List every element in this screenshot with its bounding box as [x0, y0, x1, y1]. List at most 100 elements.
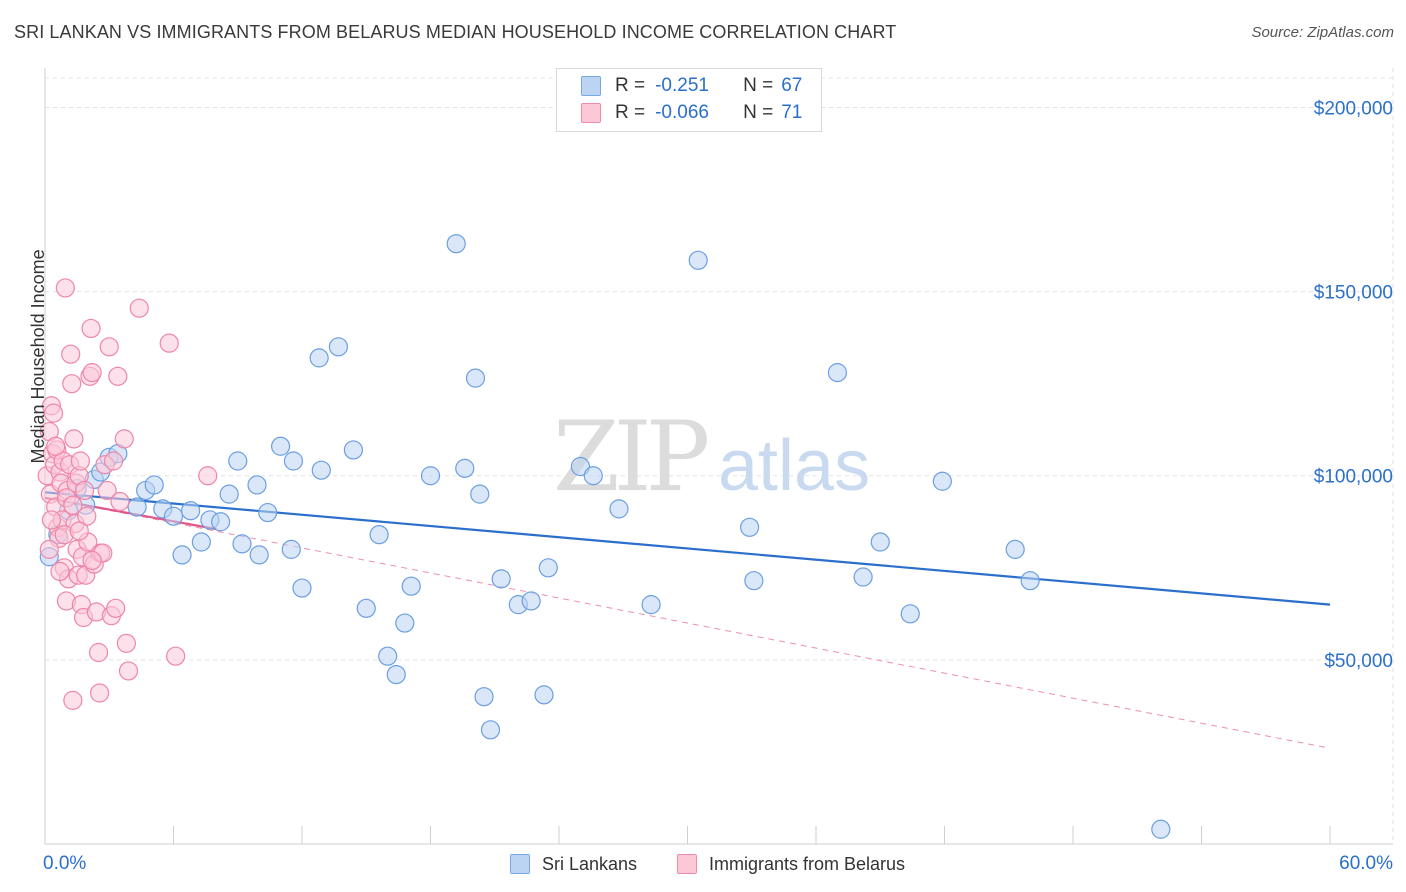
- belarus-point: [62, 374, 82, 394]
- belarus-point: [70, 451, 90, 471]
- chart-title: SRI LANKAN VS IMMIGRANTS FROM BELARUS ME…: [14, 22, 897, 42]
- tick-labels: $50,000 $100,000 $150,000 $200,000 0.0% 60.0%: [43, 98, 1393, 874]
- bottom-legend-belarus[interactable]: Immigrants from Belarus: [677, 852, 905, 876]
- y-tick-label: $150,000: [1314, 283, 1393, 304]
- sri-lankans-point: [211, 512, 231, 532]
- sri-lankans-point: [827, 363, 848, 383]
- n-label: N =: [743, 75, 774, 96]
- belarus-point: [129, 298, 149, 318]
- sri-lankans-point: [163, 506, 184, 526]
- sri-lankans-point: [258, 502, 278, 523]
- sri-lankans-point: [900, 604, 920, 624]
- sri-lankans-point: [172, 545, 192, 565]
- watermark-atlas: atlas: [718, 426, 870, 506]
- r-label: R =: [615, 75, 646, 96]
- belarus-points: [37, 278, 218, 710]
- belarus-point: [103, 451, 124, 471]
- sri-lankans-legend-swatch: [510, 854, 530, 874]
- sri-lankans-point: [609, 499, 629, 519]
- sri-lankans-point: [343, 440, 363, 460]
- belarus-point: [166, 646, 186, 666]
- belarus-trend-extension: [44, 497, 1331, 749]
- sri-lankans-point: [292, 578, 312, 598]
- sri-lankans-point: [309, 348, 329, 368]
- sri-lankans-point: [232, 534, 252, 554]
- n-label: N =: [743, 102, 774, 123]
- sri-lankans-point: [144, 475, 164, 495]
- belarus-point: [88, 642, 109, 663]
- sri-lankans-point: [534, 685, 554, 705]
- belarus-point: [90, 683, 110, 703]
- belarus-point: [110, 491, 130, 512]
- sri-lankans-point: [181, 501, 201, 521]
- sri-lankans-point: [446, 234, 466, 254]
- sri-lankans-points: [39, 234, 1171, 839]
- belarus-swatch: [581, 103, 601, 123]
- sri-lankans-point: [219, 484, 239, 504]
- belarus-point: [61, 344, 81, 364]
- sri-lankans-point: [470, 484, 490, 504]
- belarus-legend-swatch: [677, 854, 697, 874]
- sri-lankans-point: [853, 567, 873, 587]
- belarus-point: [63, 690, 83, 710]
- belarus-point: [75, 480, 95, 501]
- sri-lankans-point: [1151, 819, 1171, 839]
- sri-lankans-point: [538, 558, 558, 578]
- belarus-point: [118, 661, 139, 681]
- belarus-point: [99, 337, 119, 357]
- sri-lankans-point: [386, 664, 406, 685]
- r-label: R =: [615, 102, 646, 123]
- belarus-point: [69, 521, 89, 541]
- sri-lankans-point: [688, 250, 708, 270]
- sri-lankans-point: [474, 687, 494, 707]
- sri-lankans-point: [283, 451, 304, 471]
- axes: [44, 68, 1393, 845]
- sri-lankans-point: [480, 720, 501, 740]
- y-tick-label: $50,000: [1324, 651, 1393, 672]
- sri-lankans-point: [465, 368, 486, 388]
- belarus-legend-label: Immigrants from Belarus: [709, 853, 906, 874]
- sri-lankans-point: [228, 451, 248, 471]
- sri-lankans-point: [420, 466, 441, 486]
- x-tick-label-min: 0.0%: [43, 853, 86, 874]
- sri-lankans-point: [583, 466, 603, 486]
- bottom-legend-sri-lankans[interactable]: Sri Lankans: [510, 852, 637, 876]
- belarus-point: [46, 436, 66, 456]
- sri-lankans-point: [1005, 539, 1025, 559]
- sri-lankans-point: [491, 569, 511, 589]
- belarus-point: [63, 495, 83, 515]
- belarus-point: [81, 318, 101, 339]
- sri-lankans-point: [281, 539, 301, 559]
- sri-lankans-point: [395, 613, 415, 633]
- sri-lankans-point: [191, 532, 211, 552]
- n-value-belarus: 71: [781, 102, 803, 123]
- sri-lankans-point: [1020, 571, 1040, 591]
- belarus-point: [116, 633, 136, 653]
- sri-lankans-point: [932, 471, 952, 491]
- sri-lankans-point: [270, 436, 291, 456]
- belarus-point: [108, 366, 128, 386]
- watermark: ZIP atlas: [553, 401, 870, 513]
- belarus-point: [82, 550, 102, 571]
- belarus-point: [43, 403, 64, 423]
- belarus-point: [82, 363, 102, 383]
- belarus-point: [39, 539, 59, 559]
- source-label: Source: ZipAtlas.com: [1251, 24, 1394, 41]
- r-value-belarus: -0.066: [655, 102, 709, 123]
- trend-lines: [44, 491, 1331, 749]
- sri-lankans-point: [641, 595, 661, 615]
- sri-lankans-point: [521, 591, 541, 611]
- sri-lankans-point: [870, 532, 890, 552]
- sri-lankans-point: [369, 525, 389, 545]
- legend-row-belarus: R = -0.066 N = 71: [581, 100, 802, 126]
- x-tick-label-max: 60.0%: [1339, 853, 1393, 874]
- sri-lankans-point: [328, 337, 349, 357]
- sri-lankans-point: [378, 646, 398, 666]
- belarus-point: [106, 598, 126, 618]
- sri-lankans-point: [311, 460, 331, 480]
- correlation-legend: R = -0.251 N = 67 R = -0.066 N = 71: [556, 68, 822, 132]
- sri-lankans-point: [247, 475, 267, 495]
- sri-lankans-legend-label: Sri Lankans: [542, 853, 638, 874]
- watermark-zip: ZIP: [553, 401, 708, 513]
